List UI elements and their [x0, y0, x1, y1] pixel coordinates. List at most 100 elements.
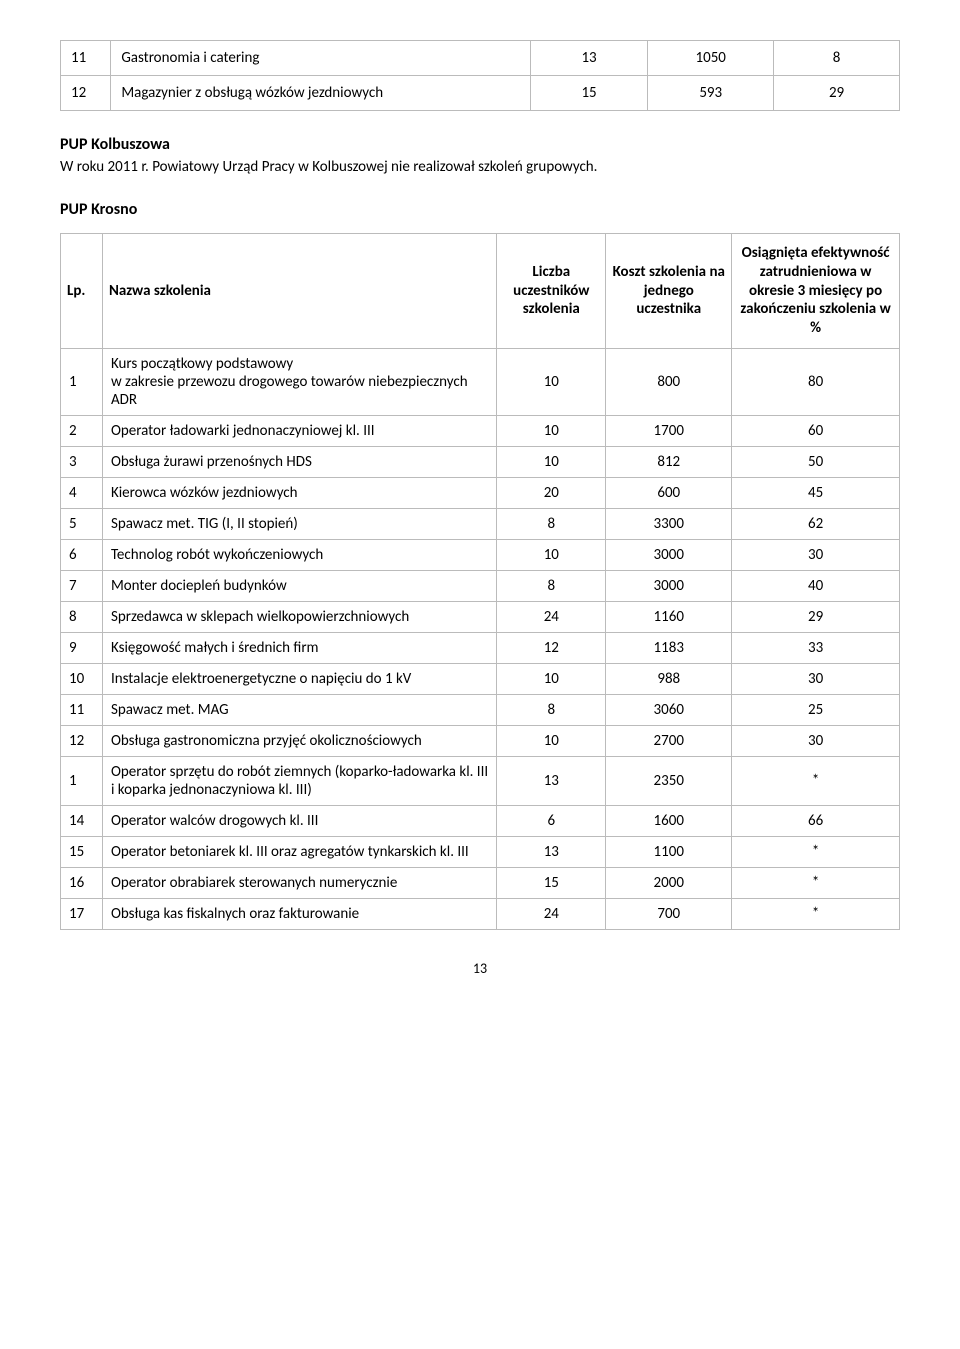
header-lp: Lp.	[61, 234, 103, 349]
table-row: 8Sprzedawca w sklepach wielkopowierzchni…	[61, 601, 900, 632]
cell-eff: *	[732, 756, 900, 805]
table-row: 6Technolog robót wykończeniowych10300030	[61, 539, 900, 570]
top-table-body: 11Gastronomia i catering131050812Magazyn…	[61, 41, 900, 111]
cell-lp: 11	[61, 41, 111, 76]
cell-name: Magazynier z obsługą wózków jezdniowych	[111, 76, 531, 111]
cell-cost: 2000	[606, 867, 732, 898]
table-row: 11Spawacz met. MAG8306025	[61, 694, 900, 725]
cell-name: Gastronomia i catering	[111, 41, 531, 76]
cell-name: Instalacje elektroenergetyczne o napięci…	[102, 663, 496, 694]
cell-name: Technolog robót wykończeniowych	[102, 539, 496, 570]
table-row: 11Gastronomia i catering1310508	[61, 41, 900, 76]
cell-eff: 66	[732, 805, 900, 836]
cell-cost: 2700	[606, 725, 732, 756]
cell-cost: 988	[606, 663, 732, 694]
cell-cost: 1100	[606, 836, 732, 867]
cell-eff: *	[732, 867, 900, 898]
cell-name: Obsługa kas fiskalnych oraz fakturowanie	[102, 898, 496, 929]
cell-eff: 30	[732, 539, 900, 570]
cell-cost: 3300	[606, 508, 732, 539]
header-name: Nazwa szkolenia	[102, 234, 496, 349]
cell-lp: 11	[61, 694, 103, 725]
krosno-title: PUP Krosno	[60, 200, 900, 219]
kolbuszowa-title: PUP Kolbuszowa	[60, 135, 900, 154]
cell-name: Sprzedawca w sklepach wielkopowierzchnio…	[102, 601, 496, 632]
cell-eff: 29	[732, 601, 900, 632]
cell-lp: 12	[61, 725, 103, 756]
cell-cost: 700	[606, 898, 732, 929]
cell-cost: 600	[606, 477, 732, 508]
cell-n2: 593	[648, 76, 774, 111]
page-number: 13	[60, 960, 900, 977]
cell-cnt: 12	[497, 632, 606, 663]
table-row: 3Obsługa żurawi przenośnych HDS1081250	[61, 446, 900, 477]
cell-lp: 10	[61, 663, 103, 694]
cell-name: Obsługa żurawi przenośnych HDS	[102, 446, 496, 477]
table-row: 16Operator obrabiarek sterowanych numery…	[61, 867, 900, 898]
cell-name: Kurs początkowy podstawowy w zakresie pr…	[102, 348, 496, 415]
cell-n2: 1050	[648, 41, 774, 76]
table-row: 4Kierowca wózków jezdniowych2060045	[61, 477, 900, 508]
table-row: 9Księgowość małych i średnich firm121183…	[61, 632, 900, 663]
cell-cnt: 24	[497, 601, 606, 632]
cell-eff: 30	[732, 663, 900, 694]
cell-cnt: 10	[497, 539, 606, 570]
cell-n1: 15	[530, 76, 647, 111]
cell-eff: 33	[732, 632, 900, 663]
cell-eff: 25	[732, 694, 900, 725]
cell-cnt: 8	[497, 508, 606, 539]
cell-name: Księgowość małych i średnich firm	[102, 632, 496, 663]
table-row: 17Obsługa kas fiskalnych oraz fakturowan…	[61, 898, 900, 929]
cell-cost: 1160	[606, 601, 732, 632]
cell-name: Operator walców drogowych kl. III	[102, 805, 496, 836]
cell-eff: *	[732, 836, 900, 867]
cell-name: Spawacz met. MAG	[102, 694, 496, 725]
table-row: 5Spawacz met. TIG (I, II stopień)8330062	[61, 508, 900, 539]
cell-name: Operator betoniarek kl. III oraz agregat…	[102, 836, 496, 867]
cell-cnt: 20	[497, 477, 606, 508]
cell-lp: 6	[61, 539, 103, 570]
cell-cost: 1183	[606, 632, 732, 663]
cell-lp: 7	[61, 570, 103, 601]
main-table-header-row: Lp. Nazwa szkolenia Liczba uczestników s…	[61, 234, 900, 349]
cell-cost: 1600	[606, 805, 732, 836]
cell-cnt: 10	[497, 348, 606, 415]
table-row: 10Instalacje elektroenergetyczne o napię…	[61, 663, 900, 694]
cell-cost: 3000	[606, 570, 732, 601]
table-row: 12Obsługa gastronomiczna przyjęć okolicz…	[61, 725, 900, 756]
cell-cnt: 13	[497, 756, 606, 805]
cell-lp: 1	[61, 756, 103, 805]
cell-name: Spawacz met. TIG (I, II stopień)	[102, 508, 496, 539]
main-table-body: 1Kurs początkowy podstawowy w zakresie p…	[61, 348, 900, 929]
cell-name: Monter dociepleń budynków	[102, 570, 496, 601]
cell-eff: *	[732, 898, 900, 929]
cell-eff: 40	[732, 570, 900, 601]
cell-eff: 50	[732, 446, 900, 477]
cell-name: Obsługa gastronomiczna przyjęć okoliczno…	[102, 725, 496, 756]
cell-lp: 1	[61, 348, 103, 415]
kolbuszowa-text: W roku 2011 r. Powiatowy Urząd Pracy w K…	[60, 158, 900, 176]
cell-cnt: 10	[497, 663, 606, 694]
cell-cnt: 10	[497, 725, 606, 756]
cell-lp: 5	[61, 508, 103, 539]
cell-lp: 14	[61, 805, 103, 836]
cell-eff: 30	[732, 725, 900, 756]
cell-lp: 12	[61, 76, 111, 111]
cell-cost: 800	[606, 348, 732, 415]
cell-lp: 8	[61, 601, 103, 632]
cell-name: Operator sprzętu do robót ziemnych (kopa…	[102, 756, 496, 805]
cell-lp: 9	[61, 632, 103, 663]
cell-cnt: 6	[497, 805, 606, 836]
cell-name: Operator obrabiarek sterowanych numerycz…	[102, 867, 496, 898]
cell-cnt: 15	[497, 867, 606, 898]
table-row: 14Operator walców drogowych kl. III61600…	[61, 805, 900, 836]
table-row: 1Operator sprzętu do robót ziemnych (kop…	[61, 756, 900, 805]
header-eff: Osiągnięta efektywność zatrudnieniowa w …	[732, 234, 900, 349]
cell-cnt: 24	[497, 898, 606, 929]
cell-eff: 60	[732, 415, 900, 446]
cell-cnt: 8	[497, 570, 606, 601]
cell-lp: 2	[61, 415, 103, 446]
cell-cost: 3060	[606, 694, 732, 725]
cell-cost: 1700	[606, 415, 732, 446]
top-table: 11Gastronomia i catering131050812Magazyn…	[60, 40, 900, 111]
